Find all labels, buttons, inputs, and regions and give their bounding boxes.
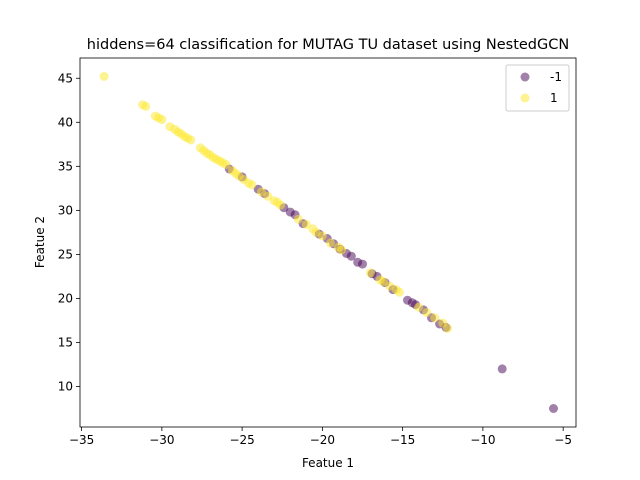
chart-title: hiddens=64 classification for MUTAG TU d… [87, 37, 569, 53]
data-point [358, 259, 367, 269]
data-point [443, 323, 453, 333]
y-axis-label: Featue 2 [33, 216, 47, 268]
data-point [221, 160, 231, 170]
x-tick-label: −20 [310, 433, 335, 447]
points-layer [99, 72, 558, 413]
x-tick-label: −10 [470, 433, 495, 447]
y-tick-label: 10 [58, 379, 73, 393]
data-point [430, 313, 440, 323]
y-tick-label: 35 [58, 159, 73, 173]
data-point [346, 251, 356, 261]
data-point [99, 72, 109, 81]
data-point [414, 302, 424, 312]
y-tick-label: 15 [58, 335, 73, 349]
data-point [301, 219, 311, 229]
data-point [157, 115, 167, 125]
legend-label-pos1: 1 [550, 91, 558, 105]
data-point [497, 364, 507, 374]
y-tick-label: 30 [58, 203, 73, 217]
y-tick-label: 20 [58, 291, 73, 305]
x-tick-label: −15 [390, 433, 415, 447]
data-point [378, 277, 388, 287]
data-point [263, 191, 273, 201]
data-point [337, 245, 347, 255]
x-tick-label: −30 [149, 433, 174, 447]
data-point [366, 268, 375, 278]
legend-label-neg1: -1 [550, 70, 562, 84]
data-point [293, 214, 303, 224]
x-tick-label: −25 [229, 433, 254, 447]
data-point [394, 287, 404, 297]
y-tick-label: 25 [58, 247, 73, 261]
legend-marker-neg1 [520, 72, 530, 82]
y-axis: 10 15 20 25 30 35 40 45 [58, 71, 80, 393]
data-point [141, 101, 151, 111]
x-axis: −35 −30 −25 −20 −15 −10 −5 [69, 427, 572, 447]
data-point [276, 200, 286, 210]
data-point [317, 231, 327, 241]
plot-frame [79, 57, 577, 428]
y-tick-label: 45 [58, 71, 73, 85]
legend-marker-pos1 [520, 93, 530, 103]
data-point [549, 404, 558, 413]
legend: -1 1 [505, 64, 570, 112]
x-tick-label: −5 [554, 433, 572, 447]
data-point [325, 238, 335, 248]
data-point [247, 180, 257, 190]
data-point [422, 308, 432, 317]
y-tick-label: 40 [58, 115, 73, 129]
data-point [256, 187, 266, 197]
x-axis-label: Featue 1 [302, 456, 354, 470]
x-tick-label: −35 [69, 433, 94, 447]
data-point [186, 135, 196, 145]
